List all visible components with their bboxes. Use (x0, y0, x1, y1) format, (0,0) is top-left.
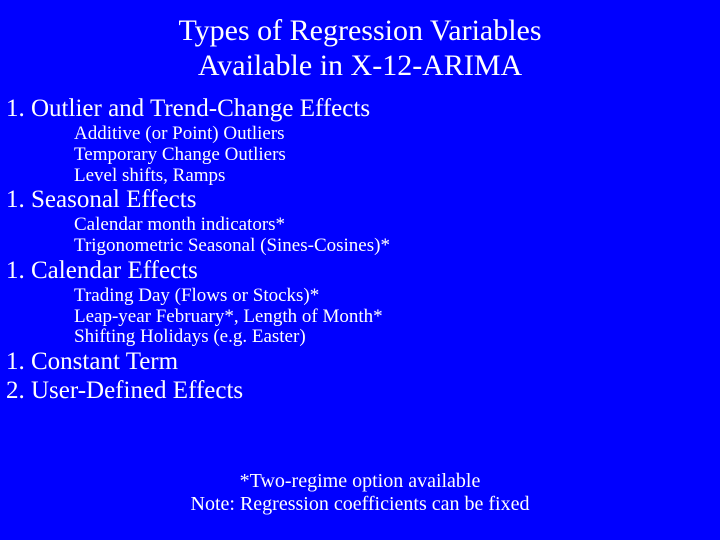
section-text: Calendar Effects (31, 257, 198, 284)
section-text: Outlier and Trend-Change Effects (31, 95, 370, 122)
section-text: Seasonal Effects (31, 186, 196, 213)
section-number: 2. (6, 377, 25, 404)
section-number: 1. (6, 186, 25, 213)
section-heading-4: 1. Constant Term (0, 348, 720, 377)
footnote-line-2: Note: Regression coefficients can be fix… (191, 493, 530, 515)
slide-title: Types of Regression Variables Available … (0, 0, 720, 95)
section-number: 1. (6, 95, 25, 122)
section-heading-3: 1. Calendar Effects (0, 257, 720, 286)
section-heading-2: 1. Seasonal Effects (0, 186, 720, 215)
list-item: Calendar month indicators* (0, 215, 720, 236)
section-heading-1: 1. Outlier and Trend-Change Effects (0, 95, 720, 124)
section-number: 1. (6, 348, 25, 375)
section-number: 1. (6, 257, 25, 284)
list-item: Level shifts, Ramps (0, 166, 720, 187)
list-item: Temporary Change Outliers (0, 145, 720, 166)
title-line-2: Available in X-12-ARIMA (198, 49, 522, 82)
section-text: User-Defined Effects (31, 377, 243, 404)
list-item: Additive (or Point) Outliers (0, 124, 720, 145)
list-item: Trigonometric Seasonal (Sines-Cosines)* (0, 236, 720, 257)
footnote-line-1: *Two-regime option available (240, 470, 481, 492)
list-item: Trading Day (Flows or Stocks)* (0, 286, 720, 307)
section-heading-5: 2. User-Defined Effects (0, 377, 720, 406)
footnotes: *Two-regime option available Note: Regre… (0, 470, 720, 516)
list-item: Leap-year February*, Length of Month* (0, 307, 720, 328)
title-line-1: Types of Regression Variables (178, 14, 541, 47)
list-item: Shifting Holidays (e.g. Easter) (0, 327, 720, 348)
section-text: Constant Term (31, 348, 178, 375)
